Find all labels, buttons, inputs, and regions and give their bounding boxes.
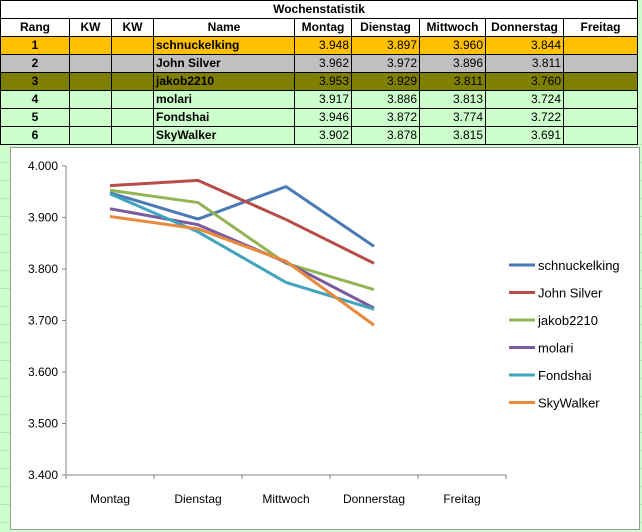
cell-mon[interactable]: 3.953 (294, 72, 352, 91)
x-tick-label: Freitag (443, 492, 480, 506)
header-cell-mittwoch[interactable]: Mittwoch (419, 18, 486, 37)
cell-name[interactable]: SkyWalker (153, 126, 295, 145)
legend-label: molari (538, 341, 574, 356)
header-cell-name[interactable]: Name (153, 18, 295, 37)
cell-tue[interactable]: 3.929 (351, 72, 420, 91)
cell-wed[interactable]: 3.774 (419, 108, 486, 127)
cell-wed[interactable]: 3.811 (419, 72, 486, 91)
table-row: 5 Fondshai 3.946 3.872 3.774 3.722 (0, 108, 638, 127)
cell-fri[interactable] (563, 126, 638, 145)
cell-kw1[interactable] (69, 108, 112, 127)
y-tick-label: 3.900 (28, 211, 58, 225)
cell-mon[interactable]: 3.948 (294, 36, 352, 55)
cell-kw1[interactable] (69, 36, 112, 55)
cell-fri[interactable] (563, 72, 638, 91)
cell-thu[interactable]: 3.724 (485, 90, 564, 109)
cell-name[interactable]: jakob2210 (153, 72, 295, 91)
y-tick-label: 3.700 (28, 314, 58, 328)
cell-thu[interactable]: 3.811 (485, 54, 564, 73)
cell-kw2[interactable] (111, 90, 154, 109)
legend-label: Fondshai (538, 368, 592, 383)
cell-tue[interactable]: 3.872 (351, 108, 420, 127)
y-tick-label: 3.600 (28, 365, 58, 379)
header-cell-kw-1[interactable]: KW (69, 18, 112, 37)
y-tick-label: 3.800 (28, 262, 58, 276)
cell-thu[interactable]: 3.760 (485, 72, 564, 91)
table-row: 3 jakob2210 3.953 3.929 3.811 3.760 (0, 72, 638, 91)
x-tick-label: Donnerstag (343, 492, 405, 506)
cell-wed[interactable]: 3.815 (419, 126, 486, 145)
cell-rank[interactable]: 5 (0, 108, 70, 127)
cell-kw1[interactable] (69, 126, 112, 145)
cell-rank[interactable]: 1 (0, 36, 70, 55)
cell-wed[interactable]: 3.896 (419, 54, 486, 73)
x-tick-label: Montag (90, 492, 130, 506)
series-line-john-silver (109, 178, 375, 265)
cell-thu[interactable]: 3.844 (485, 36, 564, 55)
cell-kw2[interactable] (111, 72, 154, 91)
cell-fri[interactable] (563, 108, 638, 127)
cell-kw2[interactable] (111, 36, 154, 55)
cell-kw2[interactable] (111, 126, 154, 145)
cell-thu[interactable]: 3.722 (485, 108, 564, 127)
cell-rank[interactable]: 4 (0, 90, 70, 109)
x-tick-label: Mittwoch (262, 492, 309, 506)
cell-name[interactable]: John Silver (153, 54, 295, 73)
cell-rank[interactable]: 3 (0, 72, 70, 91)
cell-kw1[interactable] (69, 72, 112, 91)
cell-kw1[interactable] (69, 54, 112, 73)
header-row: Rang KW KW Name Montag Dienstag Mittwoch… (0, 18, 638, 37)
cell-rank[interactable]: 2 (0, 54, 70, 73)
table-row: 1 schnuckelking 3.948 3.897 3.960 3.844 (0, 36, 638, 55)
header-cell-donnerstag[interactable]: Donnerstag (485, 18, 564, 37)
cell-name[interactable]: schnuckelking (153, 36, 295, 55)
statistics-table: Wochenstatistik Rang KW KW Name Montag D… (0, 0, 638, 145)
header-cell-rang[interactable]: Rang (0, 18, 70, 37)
y-tick-label: 4.000 (28, 159, 58, 173)
cell-tue[interactable]: 3.878 (351, 126, 420, 145)
table-row: 6 SkyWalker 3.902 3.878 3.815 3.691 (0, 126, 638, 145)
series-line-skywalker (109, 214, 375, 327)
cell-tue[interactable]: 3.972 (351, 54, 420, 73)
cell-thu[interactable]: 3.691 (485, 126, 564, 145)
cell-tue[interactable]: 3.897 (351, 36, 420, 55)
legend-label: John Silver (538, 286, 603, 301)
header-cell-kw-2[interactable]: KW (111, 18, 154, 37)
cell-mon[interactable]: 3.902 (294, 126, 352, 145)
cell-fri[interactable] (563, 36, 638, 55)
y-tick-label: 3.500 (28, 417, 58, 431)
cell-name[interactable]: molari (153, 90, 295, 109)
x-tick-label: Dienstag (174, 492, 221, 506)
header-cell-montag[interactable]: Montag (294, 18, 352, 37)
series-line-jakob2210 (109, 188, 375, 292)
cell-kw1[interactable] (69, 90, 112, 109)
series-line-fondshai (109, 192, 375, 311)
series-line-schnuckelking (109, 185, 375, 248)
line-chart[interactable]: 3.400 3.500 3.600 3.700 3.800 3.900 4.000 Monta… (10, 147, 640, 530)
legend-label: SkyWalker (538, 396, 600, 411)
cell-wed[interactable]: 3.813 (419, 90, 486, 109)
cell-mon[interactable]: 3.917 (294, 90, 352, 109)
cell-tue[interactable]: 3.886 (351, 90, 420, 109)
cell-kw2[interactable] (111, 108, 154, 127)
table-row: 4 molari 3.917 3.886 3.813 3.724 (0, 90, 638, 109)
cell-kw2[interactable] (111, 54, 154, 73)
cell-fri[interactable] (563, 90, 638, 109)
cell-mon[interactable]: 3.962 (294, 54, 352, 73)
chart-canvas: 3.400 3.500 3.600 3.700 3.800 3.900 4.000 Monta… (28, 159, 620, 506)
legend-label: schnuckelking (538, 258, 620, 273)
cell-rank[interactable]: 6 (0, 126, 70, 145)
cell-name[interactable]: Fondshai (153, 108, 295, 127)
legend-label: jakob2210 (537, 313, 598, 328)
table-row: 2 John Silver 3.962 3.972 3.896 3.811 (0, 54, 638, 73)
y-tick-label: 3.400 (28, 468, 58, 482)
header-cell-freitag[interactable]: Freitag (563, 18, 638, 37)
cell-mon[interactable]: 3.946 (294, 108, 352, 127)
cell-fri[interactable] (563, 54, 638, 73)
table-title[interactable]: Wochenstatistik (0, 0, 638, 19)
cell-wed[interactable]: 3.960 (419, 36, 486, 55)
header-cell-dienstag[interactable]: Dienstag (351, 18, 420, 37)
